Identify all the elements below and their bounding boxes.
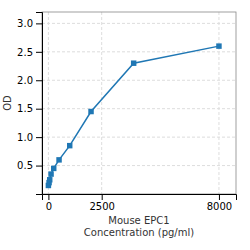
tick-mark: [36, 52, 42, 53]
data-layer: [46, 43, 222, 188]
tick-label: 2.5: [17, 47, 33, 58]
y-axis-title: OD: [2, 95, 13, 111]
chart: 0 2500 8000 0.5 1.0 1.5 2.0 2.5 3.0 Mouse EPC1Con…: [0, 0, 250, 250]
tick-label: 8000: [207, 201, 232, 212]
tick-label: 1.5: [17, 103, 33, 114]
tick: 1.0: [17, 132, 42, 143]
grid-line: [42, 80, 236, 81]
line: [48, 46, 219, 185]
point: [216, 43, 221, 48]
tick: 0.5: [17, 160, 42, 171]
point: [131, 60, 136, 65]
tick-label: 0: [46, 201, 52, 212]
tick-label: 2.0: [17, 75, 33, 86]
grid-line: [42, 137, 236, 138]
y-axis: 0.5 1.0 1.5 2.0 2.5 3.0: [17, 13, 42, 195]
tick-label: 2500: [89, 201, 114, 212]
grid-line: [218, 12, 219, 194]
tick: 1.5: [17, 103, 42, 114]
point: [51, 166, 56, 171]
axis-line: [43, 195, 237, 201]
grid-line: [42, 51, 236, 52]
tick-label: 3.0: [17, 18, 33, 29]
tick: 2.0: [17, 75, 42, 86]
point: [56, 157, 61, 162]
x-axis: 0 2500 8000: [43, 194, 237, 212]
tick-mark: [219, 194, 220, 200]
plot-frame: [42, 12, 236, 194]
tick: 0: [46, 194, 52, 212]
tick: 8000: [207, 194, 232, 212]
x-axis-title: Mouse EPC1Concentration (pg/ml): [84, 215, 194, 238]
x-axis-title-line: Concentration (pg/ml): [84, 227, 194, 238]
tick-mark: [48, 194, 49, 200]
tick-mark: [36, 23, 42, 24]
x-axis-title-line: Mouse EPC1: [108, 215, 169, 226]
grid-line: [42, 23, 236, 24]
tick-mark: [36, 137, 42, 138]
point: [88, 109, 93, 114]
tick: 2500: [89, 194, 114, 212]
grid: [42, 12, 236, 194]
point: [67, 143, 72, 148]
point: [47, 177, 52, 182]
tick: 2.5: [17, 47, 42, 58]
point: [48, 171, 53, 176]
tick-mark: [36, 109, 42, 110]
tick-label: 0.5: [17, 160, 33, 171]
tick: 3.0: [17, 18, 42, 29]
tick-mark: [36, 80, 42, 81]
grid-line: [48, 12, 49, 194]
tick-mark: [102, 194, 103, 200]
plot: 0 2500 8000 0.5 1.0 1.5 2.0 2.5 3.0: [17, 12, 236, 212]
tick-label: 1.0: [17, 132, 33, 143]
tick-mark: [36, 166, 42, 167]
grid-line: [101, 12, 102, 194]
grid-line: [42, 108, 236, 109]
grid-line: [42, 165, 236, 166]
axis-line: [36, 13, 43, 195]
